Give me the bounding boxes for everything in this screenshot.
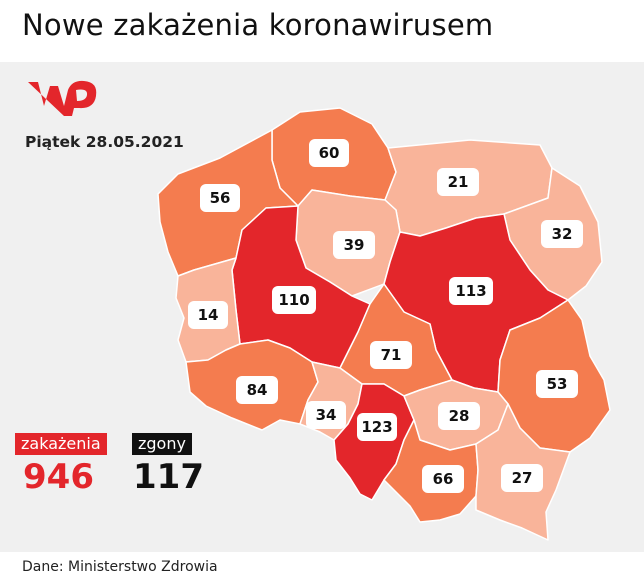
source-note: Dane: Ministerstwo Zdrowia	[22, 559, 218, 575]
region-label-pomorskie: 60	[309, 139, 349, 167]
region-label-kujawsko-pomorskie: 39	[333, 231, 375, 259]
wp-logo	[28, 80, 97, 116]
region-label-swietokrzyskie: 28	[438, 402, 480, 430]
date-label: Piątek 28.05.2021	[25, 133, 184, 151]
region-label-dolnoslaskie: 84	[236, 376, 278, 404]
region-label-warminsko-mazurskie: 21	[437, 168, 479, 196]
page-title: Nowe zakażenia koronawirusem	[22, 8, 494, 42]
deaths-total: 117	[133, 457, 204, 497]
region-label-opolskie: 34	[306, 401, 346, 429]
region-label-mazowieckie: 113	[449, 277, 493, 305]
region-label-zachodniopomorskie: 56	[200, 184, 240, 212]
infections-label: zakażenia	[15, 433, 107, 455]
region-label-slaskie: 123	[357, 413, 397, 441]
infections-total: 946	[23, 457, 94, 497]
region-label-lodzkie: 71	[370, 341, 412, 369]
region-label-lubelskie: 53	[536, 370, 578, 398]
region-label-lubuskie: 14	[188, 301, 228, 329]
region-label-malopolskie: 66	[422, 465, 464, 493]
region-label-podkarpackie: 27	[501, 464, 543, 492]
deaths-label: zgony	[132, 433, 192, 455]
region-label-wielkopolskie: 110	[272, 286, 316, 314]
region-label-podlaskie: 32	[541, 220, 583, 248]
